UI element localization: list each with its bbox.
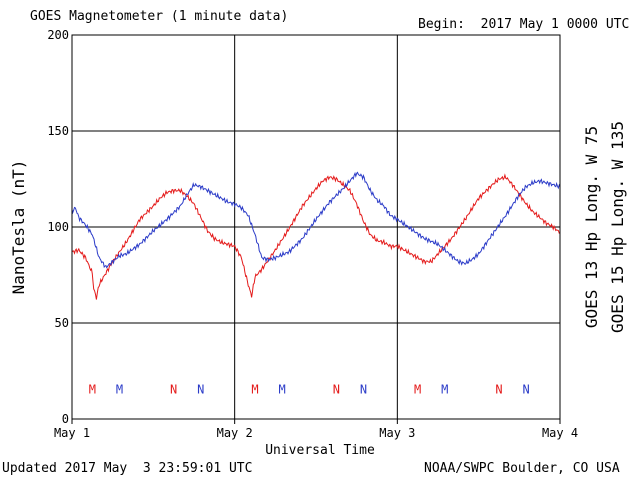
series-line-0 (71, 173, 561, 300)
local-time-marker: M (89, 382, 96, 396)
local-time-marker: M (414, 382, 421, 396)
y-tick-label: 150 (47, 124, 69, 138)
y-tick-label: 100 (47, 220, 69, 234)
plot-frame (71, 34, 561, 420)
local-time-marker: N (522, 382, 529, 396)
legend-goes15: GOES 15 Hp Long. W 135 (608, 121, 627, 333)
local-time-marker: M (116, 382, 123, 396)
y-axis-label: NanoTesla (nT) (9, 160, 28, 295)
series-layer (71, 171, 561, 300)
grid-lines (71, 34, 561, 420)
local-time-marker: M (441, 382, 448, 396)
x-tick-label: May 4 (542, 426, 578, 440)
legend-goes13: GOES 13 Hp Long. W 75 (582, 126, 601, 328)
y-tick-label: 0 (62, 412, 69, 426)
credit-text: NOAA/SWPC Boulder, CO USA (424, 461, 620, 476)
begin-time: Begin: 2017 May 1 0000 UTC (418, 17, 630, 32)
local-time-marker: N (333, 382, 340, 396)
local-time-marker: N (495, 382, 502, 396)
local-time-marker: N (170, 382, 177, 396)
local-time-marker: N (360, 382, 367, 396)
local-time-marker: M (278, 382, 285, 396)
chart-title: GOES Magnetometer (1 minute data) (30, 9, 289, 24)
local-time-marker: N (197, 382, 204, 396)
y-tick-label: 50 (55, 316, 69, 330)
x-tick-label: May 2 (217, 426, 253, 440)
x-axis-label: Universal Time (265, 443, 375, 458)
x-tick-label: May 3 (379, 426, 415, 440)
local-time-marker: M (251, 382, 258, 396)
x-tick-labels: May 1 May 2 May 3 May 4 (54, 419, 578, 440)
x-tick-label: May 1 (54, 426, 90, 440)
series-line-1 (71, 171, 561, 269)
updated-timestamp: Updated 2017 May 3 23:59:01 UTC (2, 461, 253, 476)
y-tick-labels: 0 50 100 150 200 (47, 28, 69, 426)
y-tick-label: 200 (47, 28, 69, 42)
